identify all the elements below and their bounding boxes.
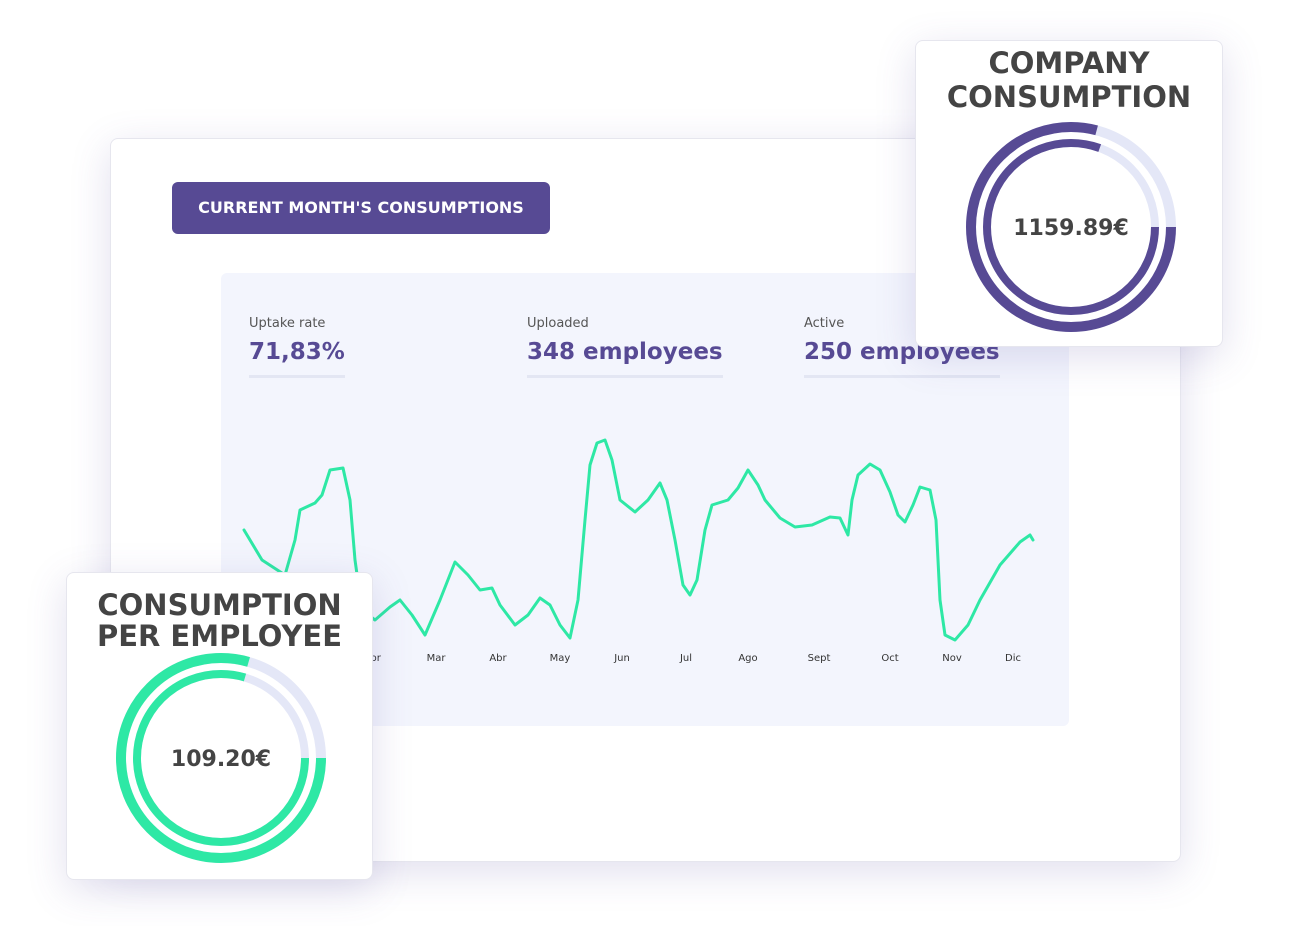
ring-fill bbox=[966, 122, 1176, 332]
card-title: COMPANY bbox=[988, 46, 1150, 80]
section-badge: CURRENT MONTH'S CONSUMPTIONS bbox=[172, 182, 550, 234]
month-label: Mar bbox=[427, 653, 447, 664]
stat-label: Active bbox=[804, 316, 845, 331]
donut: 109.20€ bbox=[116, 653, 326, 863]
month-label: Ago bbox=[738, 653, 757, 664]
month-label: Jul bbox=[679, 653, 692, 664]
card-title: CONSUMPTION bbox=[946, 80, 1192, 114]
donut: 1159.89€ bbox=[966, 122, 1176, 332]
month-label: Sept bbox=[808, 653, 831, 664]
card-title: PER EMPLOYEE bbox=[96, 619, 343, 653]
trend-line bbox=[242, 438, 1035, 642]
card-value: 1159.89€ bbox=[1013, 216, 1129, 241]
ring-fill bbox=[116, 653, 326, 863]
month-label: Oct bbox=[881, 653, 898, 664]
stat-label: Uptake rate bbox=[249, 316, 326, 331]
month-label: Jun bbox=[613, 653, 630, 664]
ring-fill bbox=[983, 139, 1159, 315]
employee-consumption-card: CONSUMPTION PER EMPLOYEE 109.20€ bbox=[66, 572, 373, 880]
month-label: May bbox=[550, 653, 571, 664]
month-labels: FebrMarAbrMayJunJulAgoSeptOctNovDic bbox=[359, 653, 1021, 664]
stat: Uptake rate 71,83% bbox=[249, 316, 345, 378]
month-label: Nov bbox=[942, 653, 962, 664]
stat-value: 71,83% bbox=[249, 339, 345, 378]
card-title: CONSUMPTION bbox=[97, 588, 342, 622]
stat: Uploaded 348 employees bbox=[527, 316, 723, 378]
card-value: 109.20€ bbox=[171, 747, 271, 772]
month-label: Abr bbox=[489, 653, 507, 664]
company-consumption-card: COMPANY CONSUMPTION 1159.89€ bbox=[915, 40, 1223, 347]
stat-label: Uploaded bbox=[527, 316, 589, 331]
month-label: Dic bbox=[1005, 653, 1021, 664]
stat-value: 348 employees bbox=[527, 339, 723, 378]
ring-fill bbox=[133, 670, 309, 846]
